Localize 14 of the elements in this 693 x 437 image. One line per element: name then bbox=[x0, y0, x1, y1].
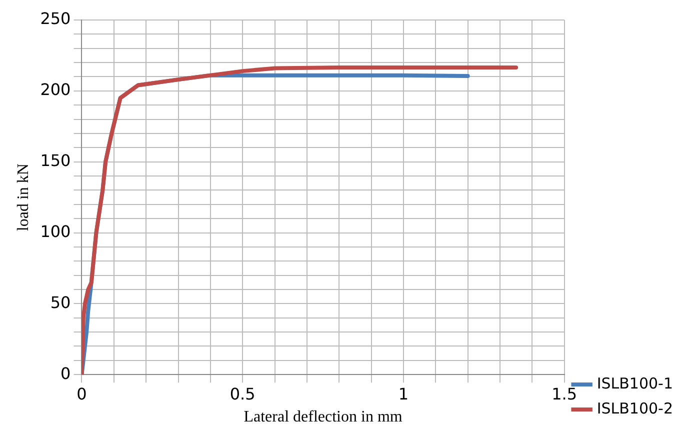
y-tick-label: 250 bbox=[40, 9, 71, 28]
x-tick-label: 1 bbox=[398, 384, 409, 404]
legend-label: ISLB100-1 bbox=[596, 374, 674, 392]
y-axis-title: load in kN bbox=[14, 163, 32, 232]
y-tick-label: 50 bbox=[50, 292, 71, 312]
y-tick-label: 150 bbox=[40, 150, 71, 170]
x-tick-label: 0.5 bbox=[230, 384, 256, 404]
legend-label: ISLB100-2 bbox=[596, 399, 674, 418]
y-tick-label: 100 bbox=[40, 222, 71, 241]
y-tick-label: 0 bbox=[60, 364, 71, 383]
x-axis-title: Lateral deflection in mm bbox=[244, 408, 403, 426]
y-tick-label: 200 bbox=[40, 80, 71, 100]
x-tick-label: 0 bbox=[76, 384, 87, 404]
x-tick-label: 1.5 bbox=[552, 384, 578, 404]
